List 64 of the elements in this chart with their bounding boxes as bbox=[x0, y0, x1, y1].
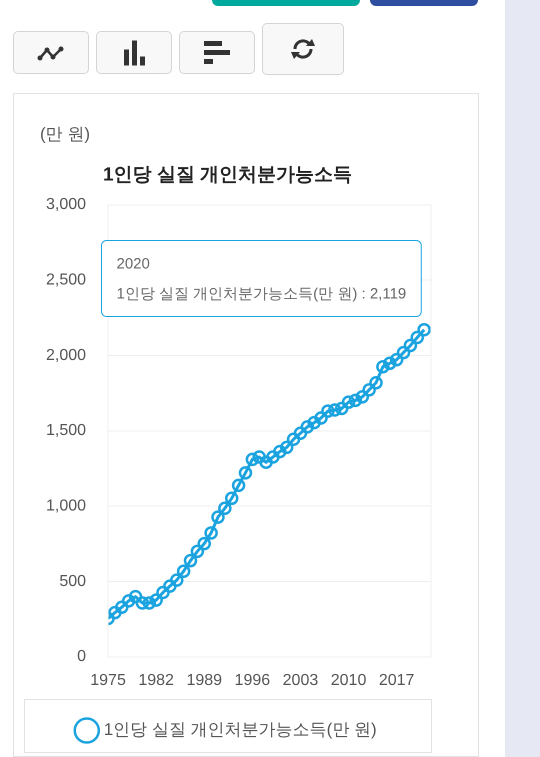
point bbox=[238, 466, 252, 480]
point bbox=[204, 526, 218, 540]
point bbox=[294, 426, 308, 440]
x-tick-label: 1975 bbox=[90, 672, 126, 689]
x-tick-label: 2010 bbox=[330, 672, 366, 689]
point bbox=[314, 411, 328, 425]
point bbox=[321, 404, 335, 418]
point bbox=[246, 452, 260, 466]
point bbox=[108, 606, 122, 620]
y-tick-label: 1,000 bbox=[46, 498, 86, 515]
y-tick-label: 0 bbox=[77, 648, 86, 666]
point bbox=[224, 492, 238, 506]
point bbox=[404, 338, 418, 352]
y-tick-label: 1,500 bbox=[46, 422, 86, 440]
point bbox=[383, 356, 397, 370]
y-axis-title: (만 원) bbox=[40, 124, 90, 144]
point bbox=[149, 593, 163, 607]
point bbox=[259, 456, 273, 470]
point bbox=[328, 403, 342, 417]
chart-title: 1인당 실질 개인처분가능소득 bbox=[102, 164, 352, 186]
point bbox=[170, 573, 184, 587]
point bbox=[122, 594, 136, 608]
point bbox=[156, 586, 170, 600]
point bbox=[136, 596, 150, 610]
point bbox=[362, 383, 376, 397]
point bbox=[218, 501, 232, 515]
point bbox=[410, 330, 424, 344]
point bbox=[115, 600, 129, 614]
point bbox=[280, 440, 294, 454]
point bbox=[211, 510, 225, 524]
point bbox=[390, 352, 404, 366]
point bbox=[300, 420, 314, 434]
x-tick-label: 2017 bbox=[378, 672, 415, 689]
point bbox=[252, 450, 266, 464]
x-tick-label: 1996 bbox=[234, 672, 270, 689]
point bbox=[369, 376, 383, 390]
point bbox=[176, 564, 190, 578]
point bbox=[128, 590, 142, 604]
point bbox=[356, 390, 370, 404]
point bbox=[342, 395, 356, 409]
point bbox=[396, 346, 410, 360]
y-tick-label: 2,000 bbox=[46, 346, 86, 364]
point bbox=[334, 402, 348, 416]
y-tick-label: 2,500 bbox=[46, 272, 86, 289]
y-tick-label: 3,000 bbox=[46, 196, 86, 214]
point bbox=[190, 544, 204, 558]
point bbox=[417, 322, 431, 336]
point bbox=[273, 444, 287, 458]
y-tick-label: 500 bbox=[59, 572, 86, 590]
x-tick-label: 1989 bbox=[186, 672, 222, 689]
point bbox=[376, 360, 390, 374]
point bbox=[266, 450, 280, 464]
x-tick-label: 2003 bbox=[282, 672, 318, 689]
point bbox=[232, 478, 246, 492]
point bbox=[348, 394, 362, 408]
annotation: 2020 1인당 실질 개인처분가능소득(만 원) : 2,119 bbox=[116, 256, 406, 303]
point bbox=[163, 579, 177, 593]
legend-label: 1인당 실질 개인처분가능소득(만 원) bbox=[104, 720, 377, 740]
point bbox=[307, 416, 321, 430]
point bbox=[142, 596, 156, 610]
point bbox=[286, 432, 300, 446]
point bbox=[197, 536, 211, 550]
x-tick-label: 1982 bbox=[138, 672, 174, 689]
point bbox=[184, 554, 198, 568]
